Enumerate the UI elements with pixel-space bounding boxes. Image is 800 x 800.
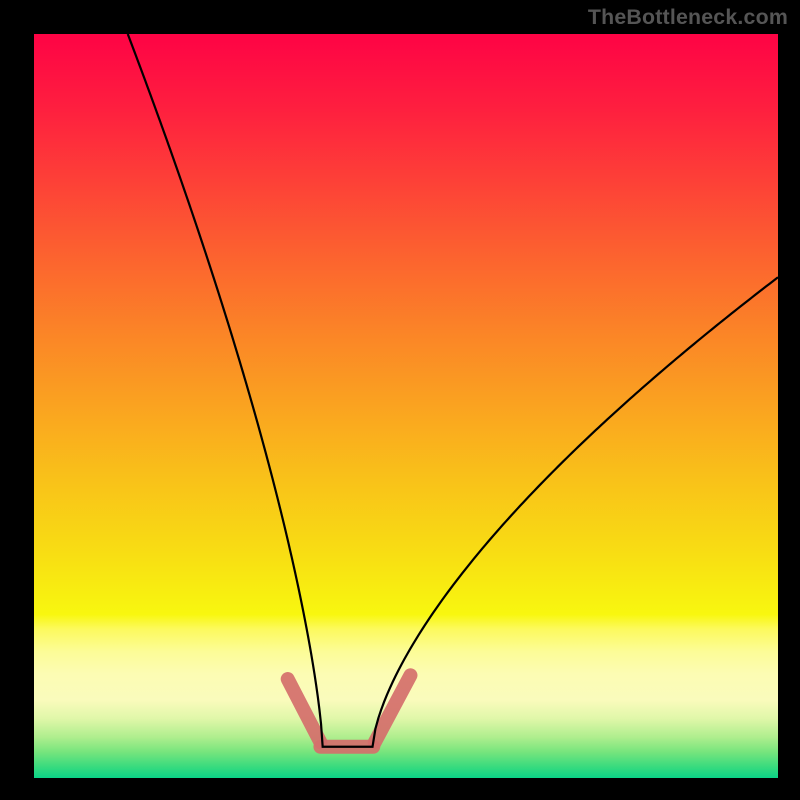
chart-svg: [0, 0, 800, 800]
stage: TheBottleneck.com: [0, 0, 800, 800]
watermark-text: TheBottleneck.com: [588, 5, 788, 30]
plot-background: [34, 34, 778, 778]
